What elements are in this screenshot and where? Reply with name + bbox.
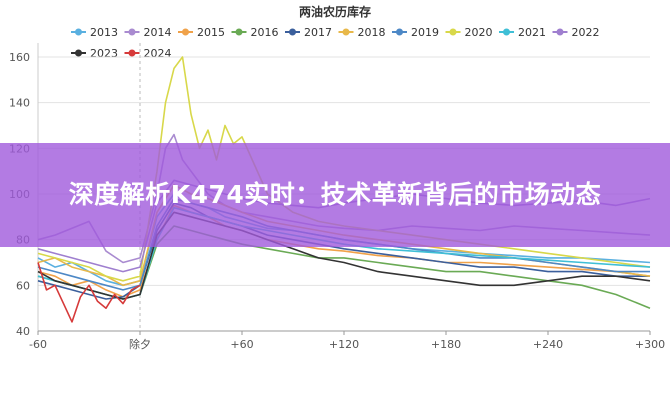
legend-item-2019[interactable]: 2019 — [392, 26, 439, 39]
legend-label: 2019 — [411, 26, 439, 39]
chart-title: 两油农历库存 — [299, 4, 371, 19]
x-tick-label: +60 — [230, 338, 253, 351]
legend-label: 2014 — [144, 26, 172, 39]
y-tick-label: 60 — [16, 279, 30, 292]
legend-swatch-dot — [449, 28, 457, 36]
legend-swatch-dot — [342, 28, 350, 36]
legend-item-2013[interactable]: 2013 — [71, 26, 118, 39]
legend-label: 2015 — [197, 26, 225, 39]
legend-label: 2016 — [251, 26, 279, 39]
legend-item-2023[interactable]: 2023 — [71, 47, 118, 60]
legend-swatch-dot — [75, 49, 82, 57]
x-tick-label: +240 — [533, 338, 563, 351]
legend-label: 2013 — [90, 26, 118, 39]
legend-swatch-dot — [128, 49, 136, 57]
legend-label: 2020 — [465, 26, 493, 39]
legend-label: 2017 — [304, 26, 332, 39]
legend-swatch-dot — [128, 28, 136, 36]
headline-banner: 深度解析K474实时：技术革新背后的市场动态 — [0, 143, 670, 247]
legend-item-2017[interactable]: 2017 — [285, 26, 332, 39]
legend-item-2020[interactable]: 2020 — [445, 26, 493, 39]
legend-label: 2018 — [358, 26, 386, 39]
legend-item-2014[interactable]: 2014 — [124, 26, 172, 39]
legend-label: 2021 — [518, 26, 546, 39]
x-tick-label: +300 — [635, 338, 665, 351]
legend-item-2021[interactable]: 2021 — [499, 26, 546, 39]
legend-swatch-dot — [289, 28, 296, 36]
legend-item-2016[interactable]: 2016 — [231, 26, 279, 39]
headline-text: 深度解析K474实时：技术革新背后的市场动态 — [68, 180, 602, 209]
legend-item-2022[interactable]: 2022 — [552, 26, 600, 39]
legend-swatch-dot — [396, 28, 403, 36]
legend-item-2024[interactable]: 2024 — [124, 47, 172, 60]
legend-swatch-dot — [182, 28, 189, 36]
y-tick-label: 140 — [9, 97, 30, 110]
x-tick-label: 除夕 — [129, 337, 151, 351]
legend-label: 2022 — [572, 26, 600, 39]
legend-swatch-dot — [235, 28, 243, 36]
legend-item-2015[interactable]: 2015 — [178, 26, 225, 39]
series-line-2024 — [37, 262, 141, 323]
y-tick-label: 40 — [16, 325, 30, 338]
legend-swatch-dot — [75, 28, 82, 36]
legend-swatch-dot — [556, 28, 564, 36]
y-tick-label: 160 — [9, 51, 30, 64]
legend: 2013 2014 2015 2016 2017 2018 2019 2020 2021 2022… — [71, 26, 600, 60]
x-tick-label: -60 — [29, 338, 47, 351]
x-tick-label: +120 — [329, 338, 359, 351]
legend-label: 2023 — [90, 47, 118, 60]
x-tick-label: +180 — [431, 338, 461, 351]
legend-swatch-dot — [503, 28, 510, 36]
legend-item-2018[interactable]: 2018 — [338, 26, 386, 39]
legend-label: 2024 — [144, 47, 172, 60]
